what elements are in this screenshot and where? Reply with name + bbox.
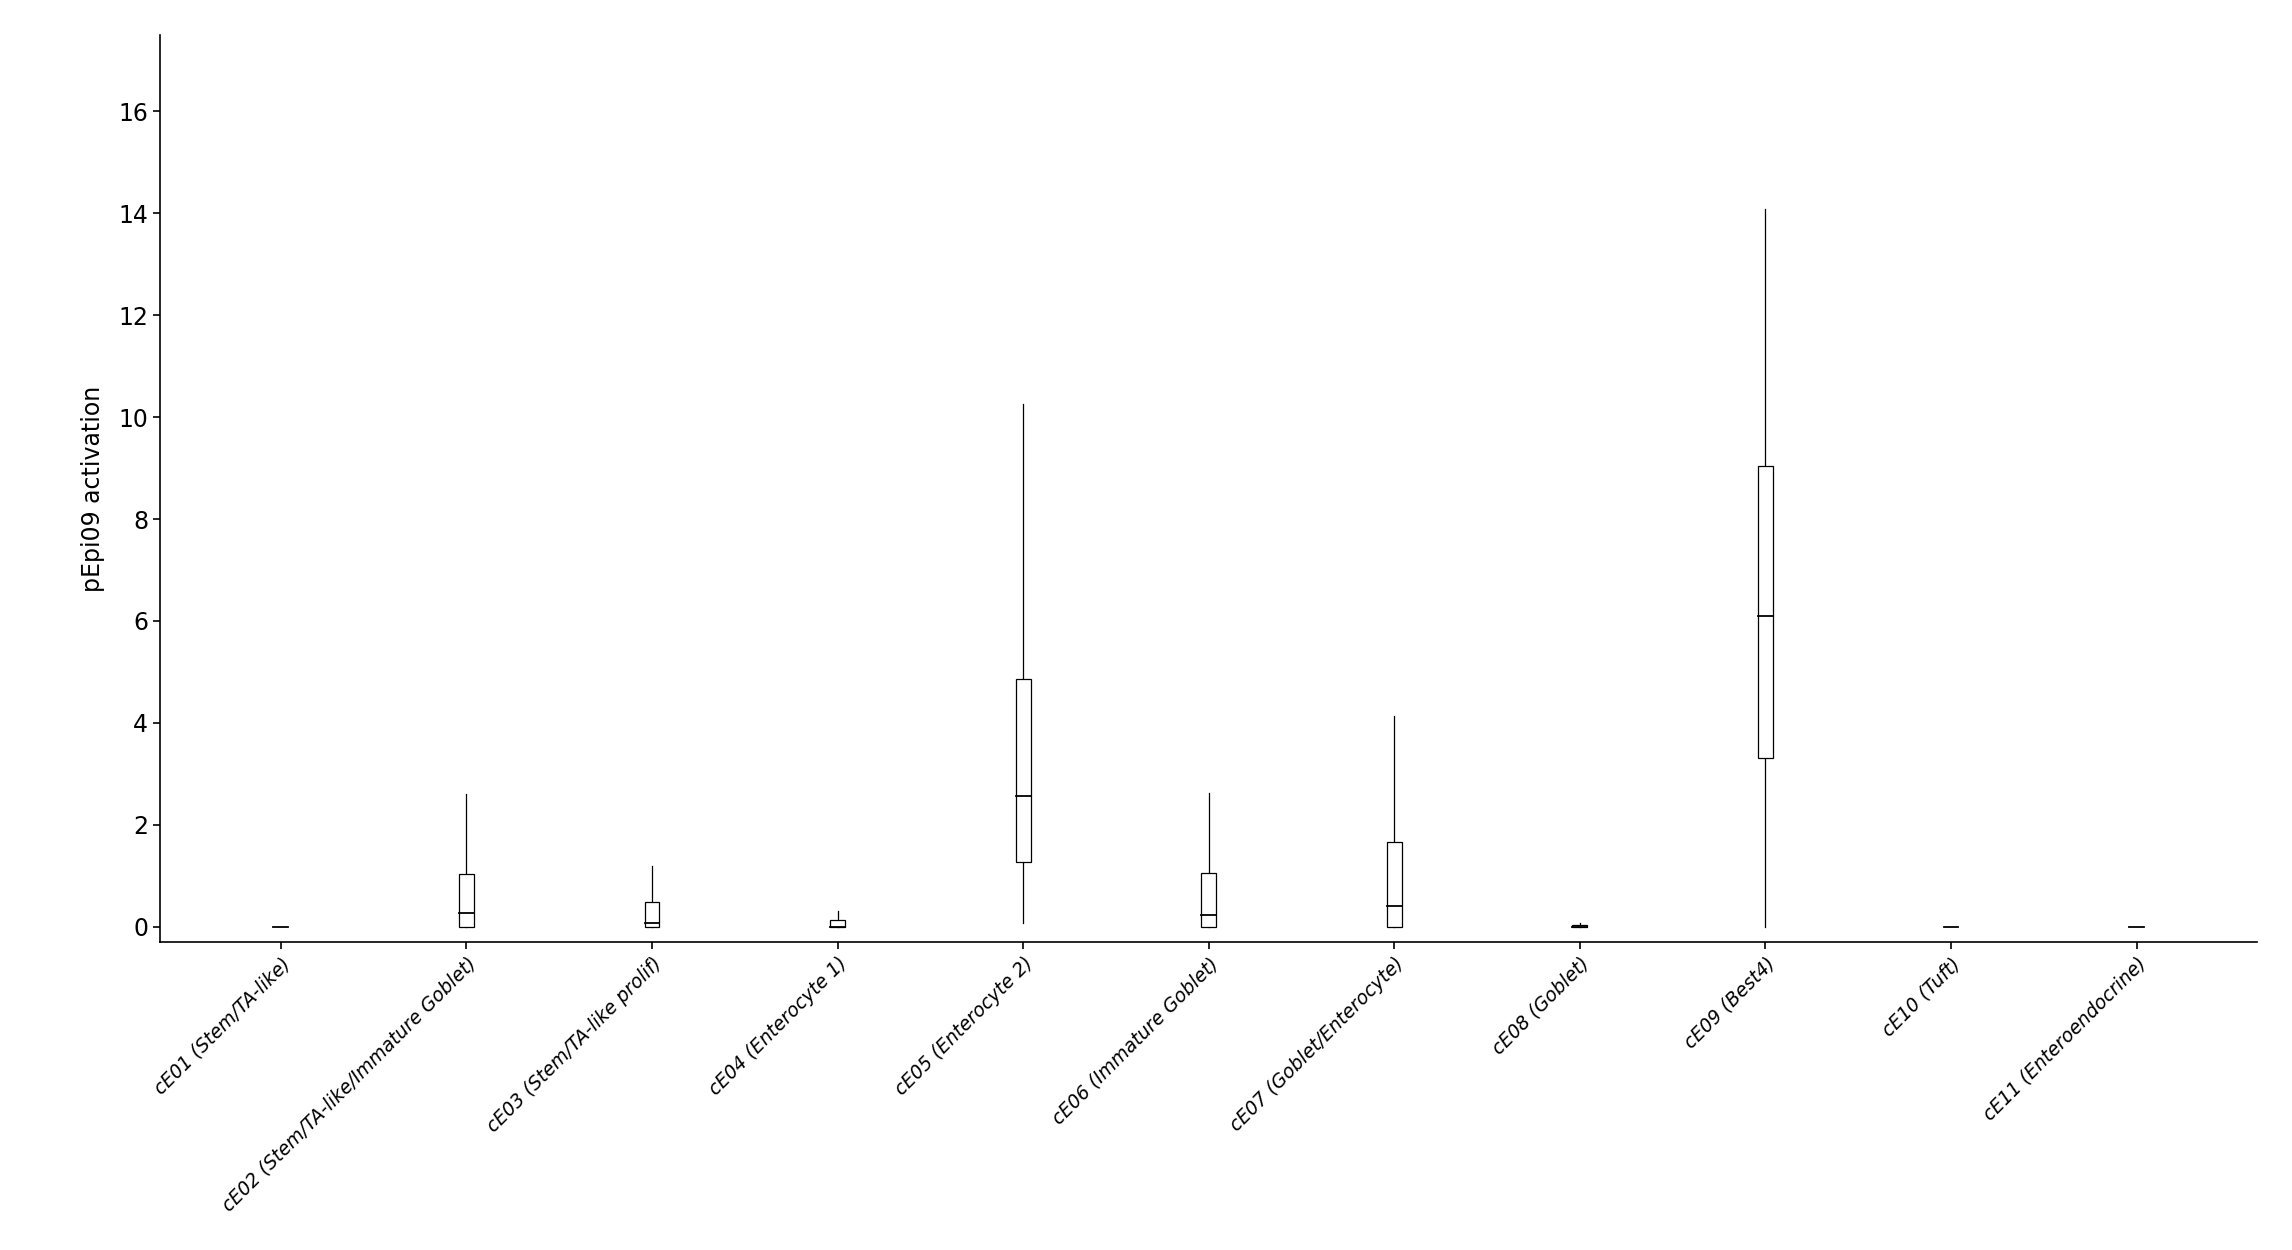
Bar <box>1572 925 1588 926</box>
Bar <box>1015 679 1031 862</box>
Y-axis label: pEpi09 activation: pEpi09 activation <box>80 385 105 591</box>
Bar <box>644 902 660 926</box>
Bar <box>1758 466 1774 758</box>
Bar <box>830 920 846 926</box>
Bar <box>458 874 474 926</box>
Bar <box>1387 842 1403 926</box>
Bar <box>1201 872 1217 926</box>
